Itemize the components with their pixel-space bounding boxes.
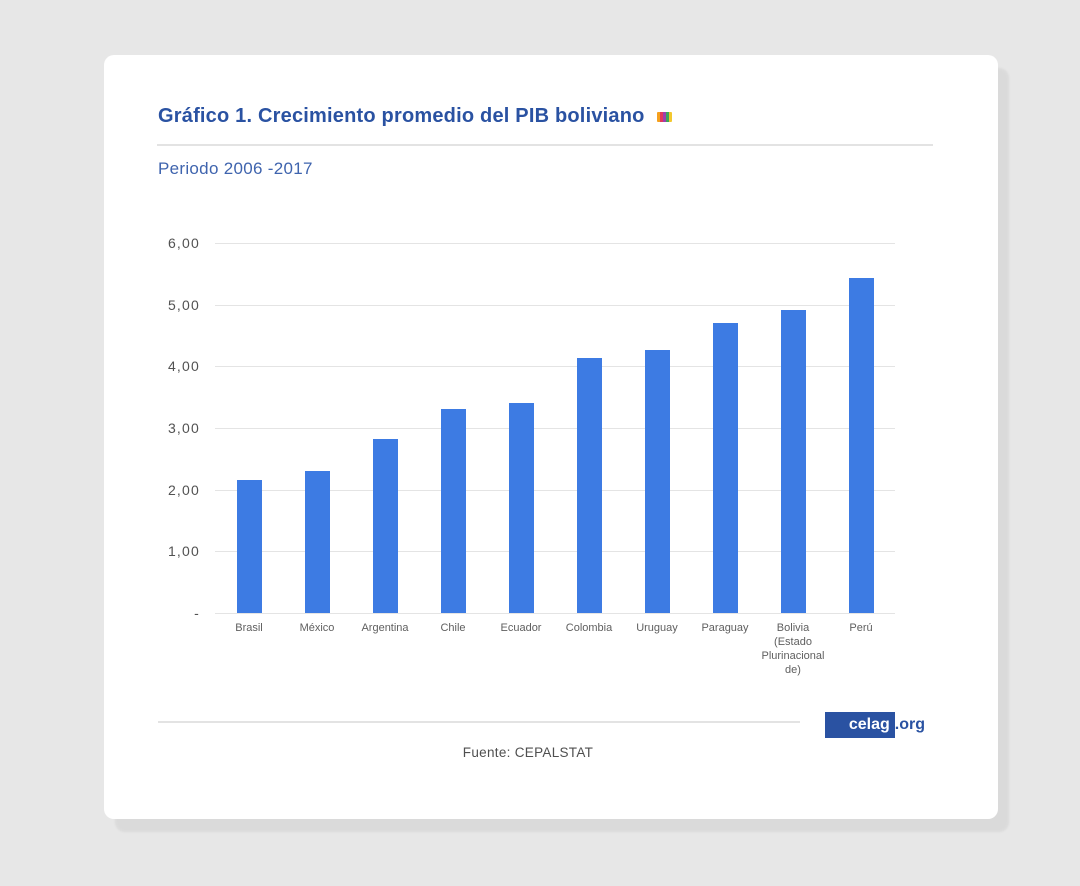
title-row: Gráfico 1. Crecimiento promedio del PIB … bbox=[158, 105, 672, 128]
x-axis-tick-label: Bolivia (Estado Plurinacional de) bbox=[761, 622, 825, 676]
icon-stripe bbox=[668, 111, 672, 122]
multicolor-stripes-icon bbox=[656, 111, 672, 122]
icon-stripe bbox=[662, 111, 666, 122]
gridline bbox=[215, 551, 895, 553]
chart-bar bbox=[848, 278, 874, 613]
y-axis-tick-label: 6,00 bbox=[167, 235, 200, 251]
chart-card: Gráfico 1. Crecimiento promedio del PIB … bbox=[104, 55, 998, 819]
icon-stripe bbox=[656, 111, 660, 122]
source-caption: Fuente: CEPALSTAT bbox=[462, 745, 594, 760]
y-axis-tick-label: 3,00 bbox=[167, 420, 200, 436]
chart-bar bbox=[576, 357, 602, 613]
y-axis: 6,00 5,00 4,00 3,00 2,00 1,00 - bbox=[104, 235, 200, 621]
x-axis-tick-label: Argentina bbox=[361, 622, 409, 634]
icon-stripe bbox=[665, 111, 669, 122]
y-axis-tick-label: 2,00 bbox=[167, 481, 200, 498]
chart-title: Gráfico 1. Crecimiento promedio del PIB … bbox=[158, 105, 645, 127]
icon-stripe bbox=[659, 111, 663, 122]
y-axis-tick-label: 5,00 bbox=[167, 296, 200, 313]
chart-bar bbox=[644, 350, 670, 613]
plot-area bbox=[215, 243, 895, 614]
chart-bar bbox=[508, 403, 534, 613]
x-axis-tick-label: Paraguay bbox=[701, 622, 749, 634]
x-axis-tick-label: Perú bbox=[849, 622, 873, 634]
y-axis-tick-label: 4,00 bbox=[167, 358, 200, 375]
y-axis-tick-label: 1,00 bbox=[167, 543, 200, 560]
gridline bbox=[215, 243, 895, 244]
x-axis-tick-label: Ecuador bbox=[500, 622, 542, 634]
x-axis-tick-label: Brasil bbox=[235, 622, 263, 634]
x-axis: Brasil México Argentina Chile Ecuador Colombi… bbox=[215, 621, 895, 693]
chart-bar bbox=[440, 408, 466, 613]
gridline bbox=[215, 428, 895, 429]
chart-bar bbox=[372, 439, 398, 613]
chart-bar bbox=[712, 322, 738, 613]
celag-logo: celag .org bbox=[824, 712, 925, 738]
gridline bbox=[215, 366, 895, 368]
gridline bbox=[215, 489, 895, 491]
celag-logo-box: celag bbox=[824, 712, 895, 738]
x-axis-tick-label: Chile bbox=[440, 622, 466, 634]
gridline bbox=[215, 304, 895, 306]
x-axis-tick-label: Colombia bbox=[565, 622, 613, 634]
title-divider bbox=[157, 144, 933, 146]
y-axis-tick-label: - bbox=[194, 605, 200, 621]
x-axis-tick-label: México bbox=[299, 622, 335, 634]
chart-bar bbox=[236, 479, 262, 613]
chart-subtitle: Periodo 2006 -2017 bbox=[158, 159, 313, 178]
chart-bar bbox=[780, 309, 806, 613]
gridline bbox=[215, 613, 895, 614]
celag-logo-suffix: .org bbox=[894, 716, 925, 733]
chart-bar bbox=[304, 471, 330, 613]
x-axis-tick-label: Uruguay bbox=[636, 622, 678, 634]
footer-divider bbox=[158, 721, 800, 723]
